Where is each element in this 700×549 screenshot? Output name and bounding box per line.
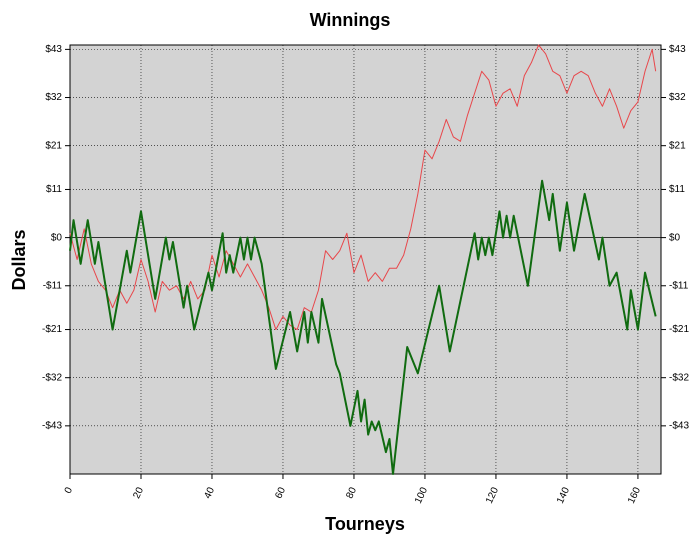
- y-tick-label-right: $0: [669, 232, 681, 243]
- x-tick-label: 140: [555, 485, 572, 505]
- x-tick-label: 100: [413, 485, 430, 505]
- x-tick-label: 0: [63, 485, 76, 495]
- y-tick-label: $32: [45, 92, 62, 103]
- x-tick-label: 120: [484, 485, 501, 505]
- y-tick-label-right: -$32: [669, 372, 689, 383]
- y-tick-label-right: $43: [669, 44, 686, 55]
- x-tick-label: 20: [131, 485, 146, 500]
- y-tick-label-right: -$11: [669, 280, 689, 291]
- line-series: [69, 44, 657, 331]
- x-tick-label: 80: [344, 485, 359, 500]
- y-tick-label-right: -$43: [669, 420, 689, 431]
- y-tick-label-right: $21: [669, 140, 686, 151]
- line-series: [69, 179, 657, 475]
- y-axis-label: Dollars: [9, 229, 29, 290]
- y-tick-label: -$11: [43, 280, 63, 291]
- y-tick-label: $0: [51, 232, 63, 243]
- x-tick-label: 40: [202, 485, 217, 500]
- chart-title: Winnings: [310, 10, 391, 30]
- y-tick-label: $21: [45, 140, 62, 151]
- y-tick-label: $43: [45, 44, 62, 55]
- y-tick-label-right: $32: [669, 92, 686, 103]
- y-tick-label: -$43: [42, 420, 62, 431]
- y-tick-label: -$32: [42, 372, 62, 383]
- y-tick-label: -$21: [42, 324, 62, 335]
- y-tick-label-right: -$21: [669, 324, 689, 335]
- y-tick-label: $11: [46, 184, 62, 195]
- x-tick-label: 160: [626, 485, 643, 505]
- y-tick-label-right: $11: [669, 184, 685, 195]
- x-tick-label: 60: [273, 485, 288, 500]
- x-axis-label: Tourneys: [325, 514, 405, 534]
